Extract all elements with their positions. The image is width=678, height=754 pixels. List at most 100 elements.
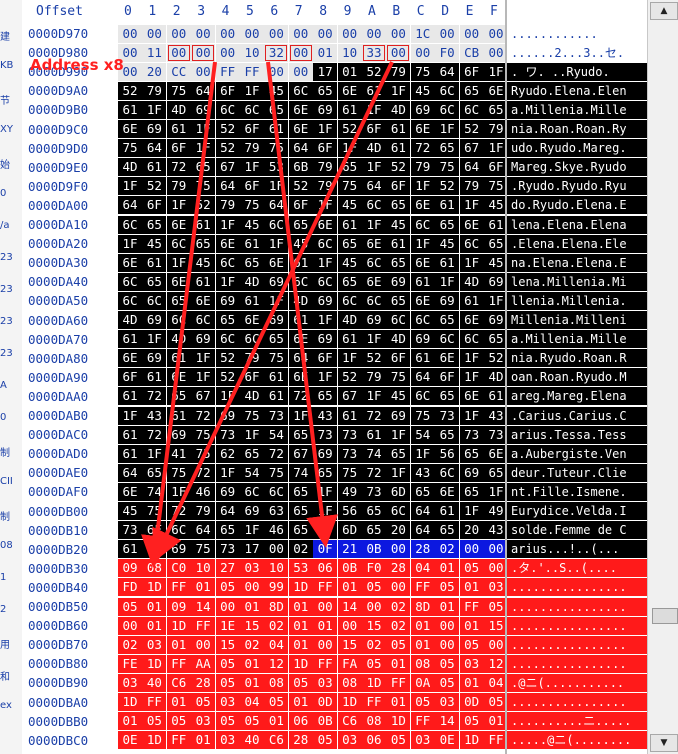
hex-byte[interactable]: FF xyxy=(240,62,264,81)
hex-byte[interactable]: 05 xyxy=(435,654,460,673)
hex-byte[interactable]: 6F xyxy=(240,120,264,138)
hex-byte[interactable]: 46 xyxy=(264,521,289,540)
hex-byte[interactable]: 45 xyxy=(410,81,435,100)
hex-byte[interactable]: 45 xyxy=(142,234,167,253)
hex-byte[interactable]: 1F xyxy=(240,158,264,177)
hex-byte[interactable]: 45 xyxy=(337,196,362,215)
hex-byte[interactable]: 11 xyxy=(142,43,167,62)
hex-byte[interactable]: 65 xyxy=(264,330,289,349)
hex-byte[interactable]: 05 xyxy=(215,578,240,597)
hex-byte[interactable]: 6E xyxy=(191,291,216,310)
hex-byte[interactable]: 1F xyxy=(435,120,460,138)
hex-byte[interactable]: 4D xyxy=(386,330,411,349)
hex-byte[interactable]: 56 xyxy=(337,502,362,520)
hex-byte[interactable]: 00 xyxy=(215,597,240,616)
ascii-row[interactable]: nia.Roan.Roan.Ry xyxy=(507,120,647,138)
hex-byte[interactable]: 6C xyxy=(215,253,240,272)
hex-byte[interactable]: 6D xyxy=(386,482,411,501)
hex-byte[interactable]: 73 xyxy=(264,406,289,425)
hex-byte[interactable]: 00 xyxy=(459,24,484,43)
hex-byte[interactable]: 74 xyxy=(142,482,167,501)
hex-byte[interactable]: 04 xyxy=(484,673,508,692)
hex-byte[interactable]: 1F xyxy=(362,215,386,234)
hex-byte[interactable]: 1F xyxy=(362,330,386,349)
hex-byte[interactable]: 05 xyxy=(435,673,460,692)
hex-byte[interactable]: 6F xyxy=(118,368,142,387)
hex-byte[interactable]: 61 xyxy=(166,120,191,138)
hex-byte[interactable]: 01 xyxy=(240,597,264,616)
hex-byte[interactable]: 52 xyxy=(337,120,362,138)
hex-byte[interactable]: 45 xyxy=(118,502,142,520)
hex-byte[interactable]: 61 xyxy=(362,81,386,100)
hex-byte[interactable]: 75 xyxy=(191,177,216,196)
hex-byte[interactable]: 75 xyxy=(240,406,264,425)
hex-byte[interactable]: 12 xyxy=(264,654,289,673)
hex-byte[interactable]: 65 xyxy=(288,425,313,444)
hex-byte[interactable]: 02 xyxy=(288,540,313,559)
hex-byte[interactable]: 05 xyxy=(362,578,386,597)
hex-byte[interactable]: 73 xyxy=(313,425,338,444)
hex-byte[interactable]: 69 xyxy=(215,291,240,310)
hex-byte[interactable]: 6C xyxy=(386,311,411,329)
hex-byte[interactable]: 45 xyxy=(435,234,460,253)
ascii-row[interactable]: .....@ニ(........ xyxy=(507,731,647,750)
hex-byte[interactable]: 65 xyxy=(435,387,460,406)
ascii-row[interactable]: Mareg.Skye.Ryudo xyxy=(507,158,647,177)
hex-byte[interactable]: 45 xyxy=(484,196,508,215)
hex-byte[interactable]: 45 xyxy=(240,215,264,234)
hex-byte[interactable]: 73 xyxy=(484,425,508,444)
hex-byte[interactable]: 0A xyxy=(410,673,435,692)
hex-byte[interactable]: 43 xyxy=(142,406,167,425)
hex-byte[interactable]: 01 xyxy=(435,559,460,578)
hex-byte[interactable]: 00 xyxy=(484,559,508,578)
hex-byte[interactable]: 6E xyxy=(288,330,313,349)
hex-byte[interactable]: 79 xyxy=(459,177,484,196)
hex-byte[interactable]: 01 xyxy=(386,693,411,711)
hex-byte[interactable]: 1D xyxy=(362,673,386,692)
hex-byte[interactable]: 02 xyxy=(435,540,460,559)
hex-byte[interactable]: 01 xyxy=(288,597,313,616)
hex-byte[interactable]: FF xyxy=(142,693,167,711)
hex-byte[interactable]: 6C xyxy=(215,330,240,349)
hex-byte[interactable]: 6E xyxy=(410,196,435,215)
hex-byte[interactable]: 05 xyxy=(435,578,460,597)
hex-byte[interactable]: 79 xyxy=(166,177,191,196)
hex-byte[interactable]: 00 xyxy=(386,43,411,62)
hex-byte[interactable]: 6C xyxy=(410,311,435,329)
hex-byte[interactable]: 75 xyxy=(118,139,142,158)
hex-byte[interactable]: 03 xyxy=(240,559,264,578)
hex-byte[interactable]: 61 xyxy=(142,158,167,177)
hex-byte[interactable]: 6C xyxy=(435,463,460,482)
hex-byte[interactable]: 61 xyxy=(240,234,264,253)
hex-byte[interactable]: 65 xyxy=(386,291,411,310)
hex-byte[interactable]: 1F xyxy=(313,196,338,215)
hex-byte[interactable]: 75 xyxy=(264,349,289,368)
hex-byte[interactable]: 75 xyxy=(166,81,191,100)
hex-byte[interactable]: 65 xyxy=(337,272,362,291)
hex-byte[interactable]: 64 xyxy=(215,177,240,196)
hex-byte[interactable]: 00 xyxy=(459,540,484,559)
hex-byte[interactable]: 10 xyxy=(240,43,264,62)
hex-byte[interactable]: 79 xyxy=(191,502,216,520)
hex-byte[interactable]: 05 xyxy=(215,712,240,731)
hex-byte[interactable]: 52 xyxy=(215,139,240,158)
hex-byte[interactable]: 1F xyxy=(313,368,338,387)
hex-byte[interactable]: 10 xyxy=(264,559,289,578)
hex-byte[interactable]: 02 xyxy=(362,635,386,654)
hex-byte[interactable]: 64 xyxy=(362,177,386,196)
hex-byte[interactable]: 00 xyxy=(362,24,386,43)
hex-byte[interactable]: 75 xyxy=(142,502,167,520)
hex-byte[interactable]: 79 xyxy=(240,349,264,368)
hex-byte[interactable]: 6C xyxy=(240,482,264,501)
ascii-row[interactable]: ................ xyxy=(507,693,647,711)
hex-byte[interactable]: 0E xyxy=(118,731,142,750)
hex-byte[interactable]: 69 xyxy=(410,100,435,119)
hex-byte[interactable]: 05 xyxy=(191,693,216,711)
hex-byte[interactable]: 6C xyxy=(386,502,411,520)
hex-byte[interactable]: 52 xyxy=(215,349,240,368)
hex-byte[interactable]: 04 xyxy=(240,693,264,711)
hex-byte[interactable]: 65 xyxy=(386,253,411,272)
hex-byte[interactable]: 01 xyxy=(288,635,313,654)
hex-byte[interactable]: 6C xyxy=(191,311,216,329)
hex-byte[interactable]: FE xyxy=(118,654,142,673)
